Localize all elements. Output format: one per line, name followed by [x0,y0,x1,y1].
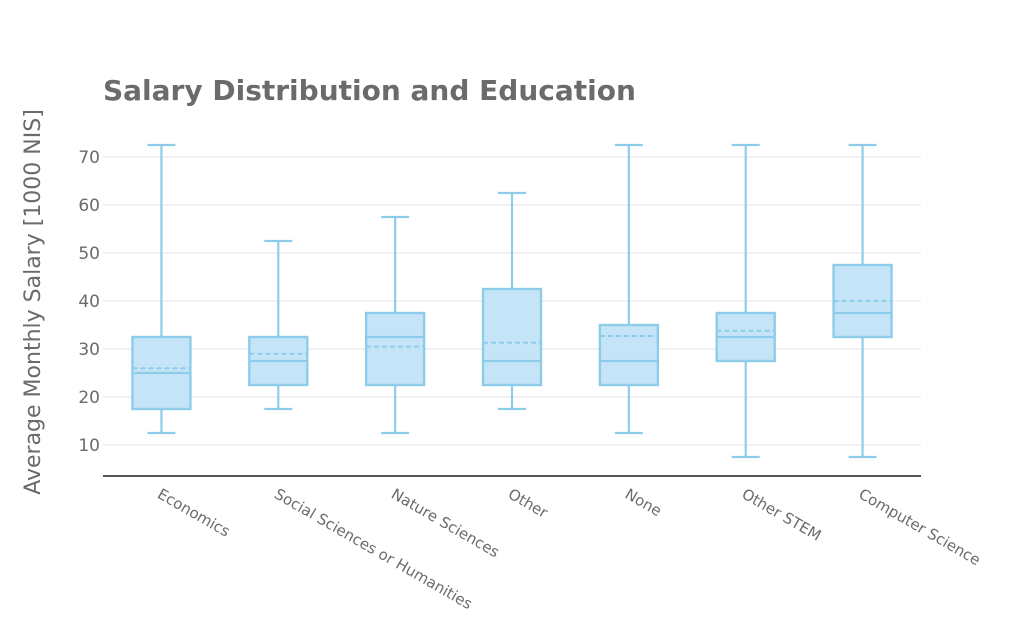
box-6 [715,143,776,459]
x-tick-label: Other STEM [739,485,825,545]
iqr-box [364,311,426,387]
box-3 [364,215,426,435]
x-tick-label: Social Sciences or Humanities [271,485,475,613]
boxes [131,143,893,459]
y-tick-label: 30 [78,340,100,360]
y-axis-label: Average Monthly Salary [1000 NIS] [21,109,46,495]
iqr-box [481,287,543,387]
y-tick-label: 70 [78,148,100,168]
box-2 [248,239,309,411]
x-axis-ticks: Economics Social Sciences or HumanitiesNa… [154,485,983,613]
x-tick-label: None [622,485,665,520]
y-tick-label: 20 [78,388,100,408]
box-5 [598,143,660,435]
box-7 [832,143,893,459]
y-tick-label: 10 [78,436,100,456]
x-tick-label: Nature Sciences [388,485,502,561]
x-tick-label: Other [505,485,552,522]
y-axis-ticks: 10 20 30 40 50 60 70 [78,148,100,456]
box-4 [481,191,543,411]
y-tick-label: 40 [78,292,100,312]
x-tick-label: Computer Science [856,485,984,569]
iqr-box [598,323,660,387]
box-1 [131,143,192,435]
chart-title: Salary Distribution and Education [103,74,636,107]
x-tick-label: Economics [154,485,233,541]
y-tick-label: 60 [78,196,100,216]
y-tick-label: 50 [78,244,100,264]
